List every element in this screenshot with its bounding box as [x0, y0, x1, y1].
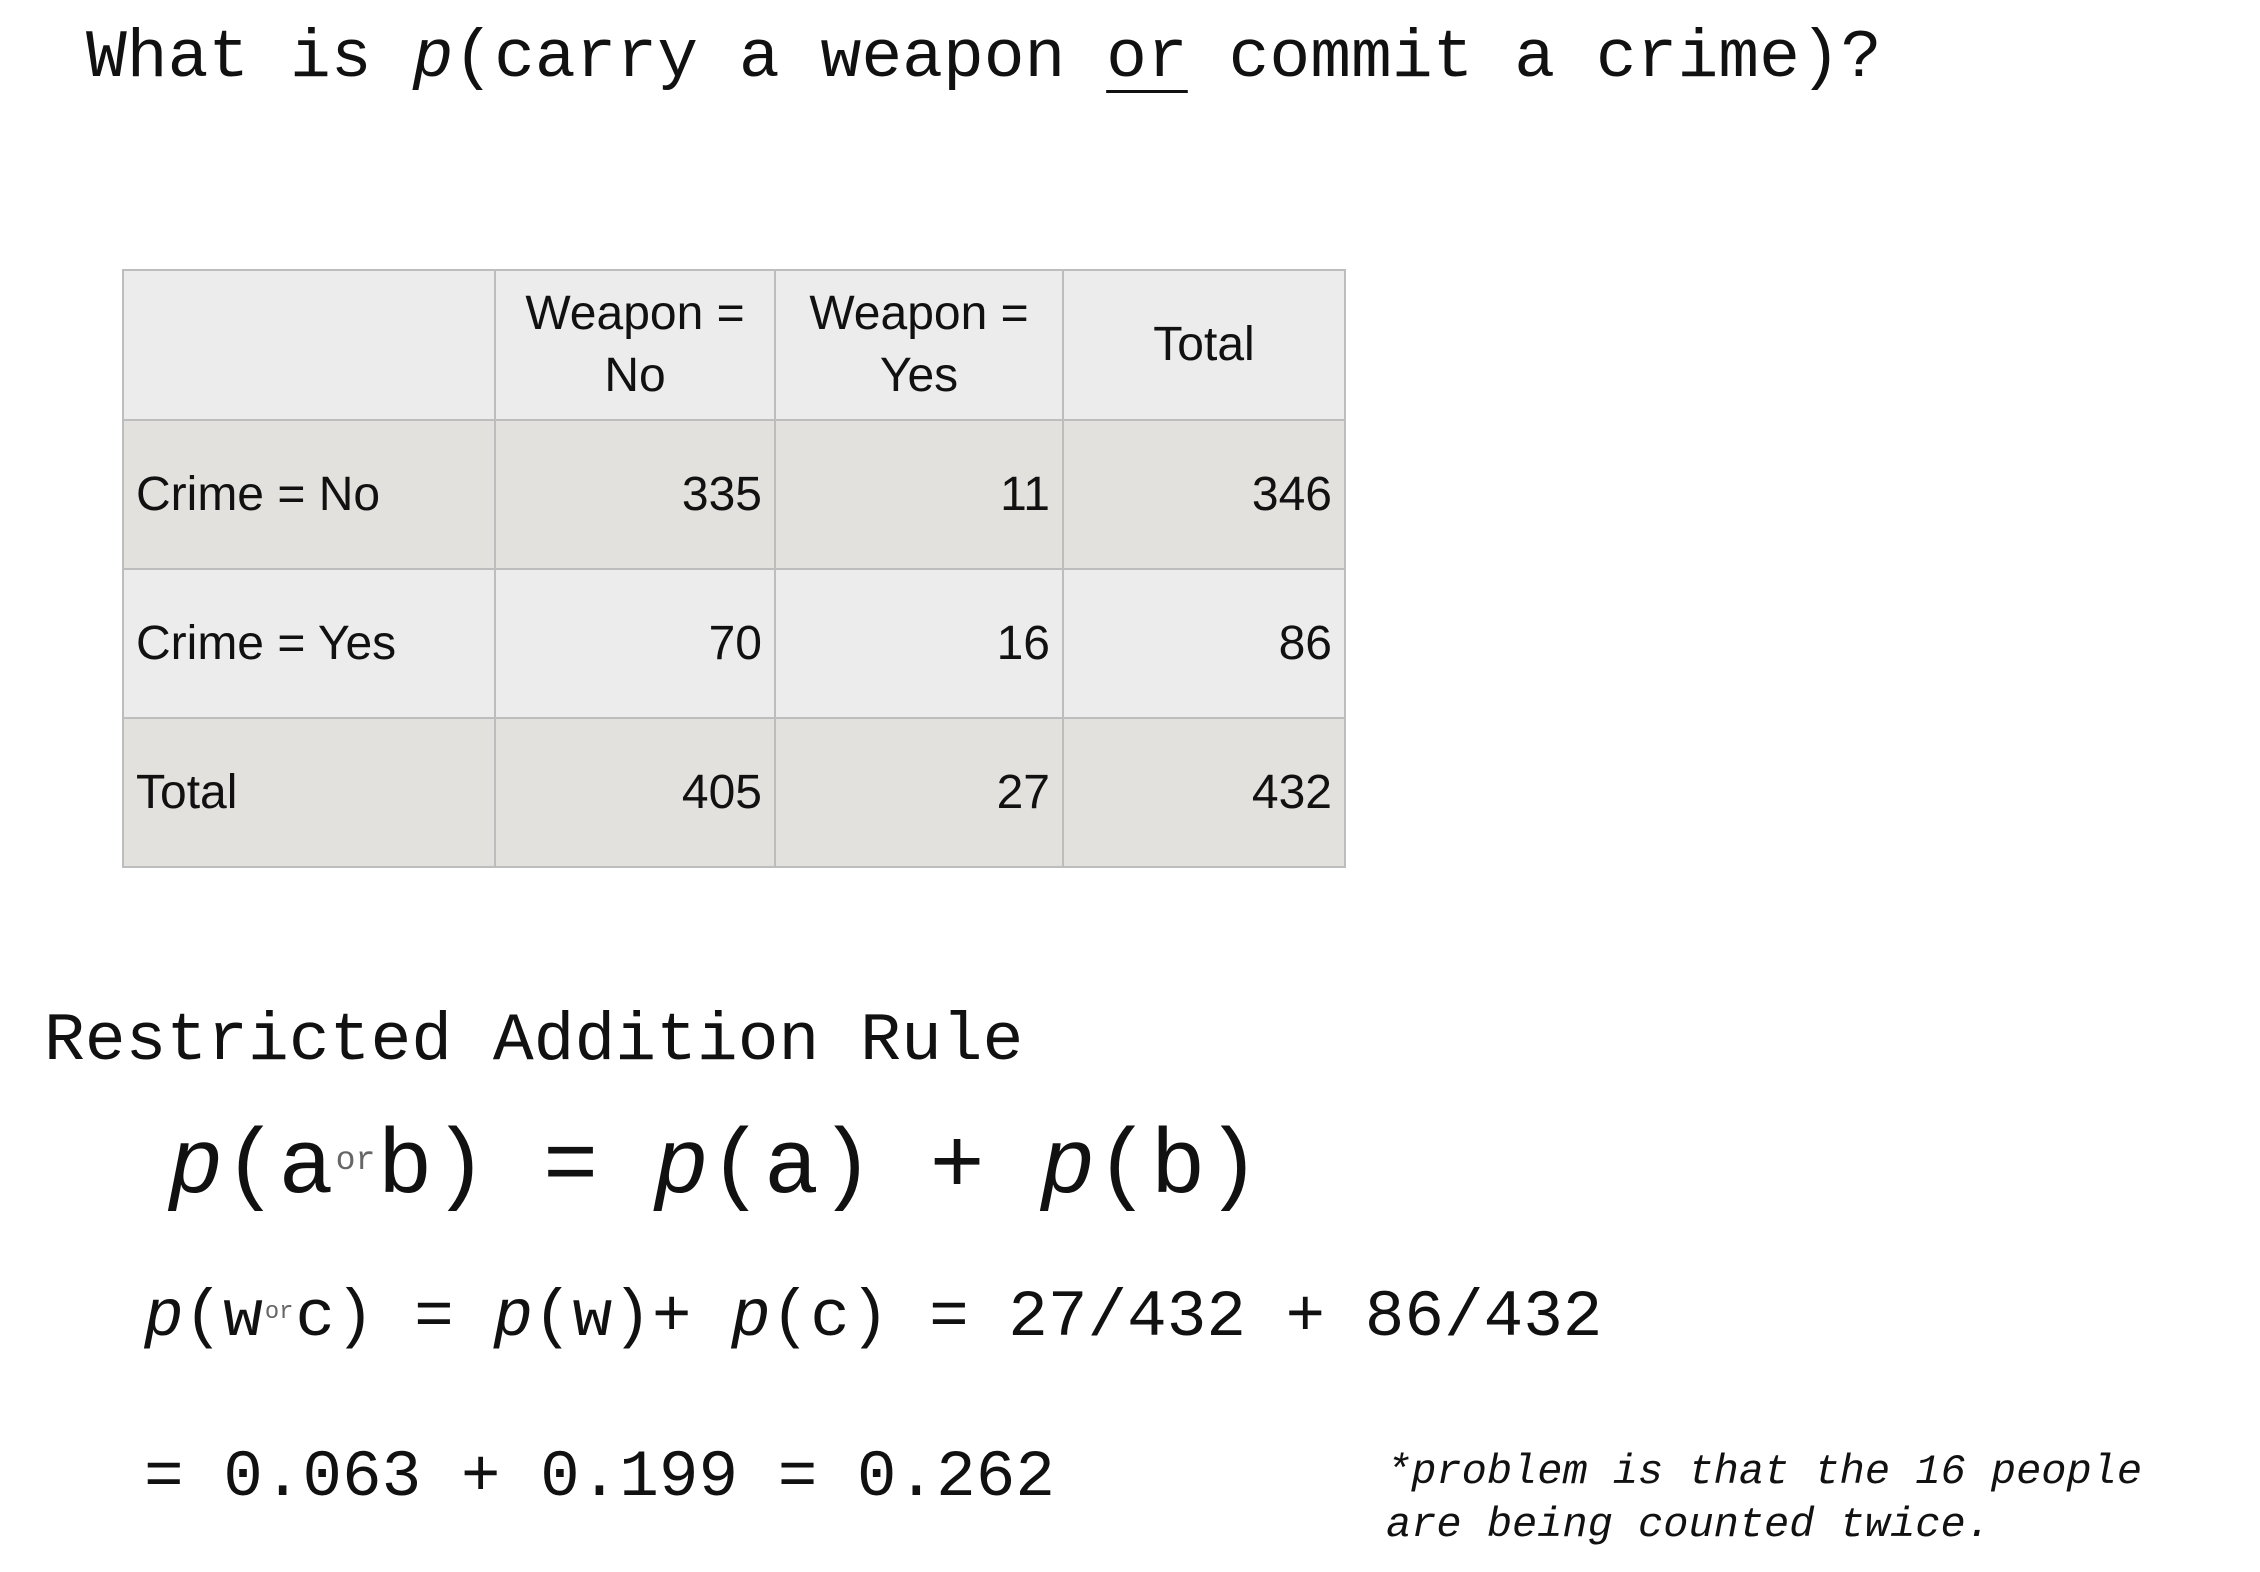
- table-cell: 70: [494, 568, 776, 719]
- formula2-or: or: [264, 1299, 294, 1327]
- formula-applied: p(worc) = p(w)+ p(c) = 27/432 + 86/432: [144, 1280, 1602, 1355]
- formula2-rhs: = 27/432 + 86/432: [889, 1280, 1603, 1355]
- formula2-c2: (c): [770, 1280, 890, 1355]
- question-or: or: [1106, 20, 1188, 97]
- question-p: p: [412, 20, 454, 97]
- table-header-row: Weapon = No Weapon = Yes Total: [122, 269, 1346, 421]
- row-label: Total: [122, 717, 496, 868]
- formula2-c1: c): [295, 1280, 375, 1355]
- formula1-plus: +: [874, 1115, 1040, 1220]
- formula1-p1: p: [168, 1115, 224, 1220]
- table-cell: 11: [774, 419, 1064, 570]
- header-weapon-yes-line2: Yes: [879, 349, 959, 402]
- table-cell: 86: [1062, 568, 1346, 719]
- formula2-p3: p: [731, 1280, 771, 1355]
- double-count-note: *problem is that the 16 people are being…: [1386, 1448, 2143, 1549]
- formula1-b2: (b): [1095, 1115, 1261, 1220]
- formula2-w1: (w: [183, 1280, 263, 1355]
- formula1-a2: (a): [708, 1115, 875, 1220]
- formula2-w2: (w)+: [533, 1280, 732, 1355]
- question-suffix: commit a crime)?: [1187, 20, 1882, 97]
- table-cell: 16: [774, 568, 1064, 719]
- question-prefix: What is: [86, 20, 413, 97]
- table-cell: 432: [1062, 717, 1346, 868]
- formula2-p1: p: [144, 1280, 184, 1355]
- formula-general: p(aorb) = p(a) + p(b): [168, 1115, 1261, 1220]
- header-total: Total: [1062, 269, 1346, 421]
- formula1-p2: p: [653, 1115, 709, 1220]
- row-label: Crime = Yes: [122, 568, 496, 719]
- table-row: Total 405 27 432: [122, 717, 1346, 868]
- formula1-p3: p: [1039, 1115, 1096, 1220]
- table-row: Crime = Yes 70 16 86: [122, 568, 1346, 719]
- header-corner: [122, 269, 496, 421]
- header-weapon-no: Weapon = No: [494, 269, 776, 421]
- contingency-table: Weapon = No Weapon = Yes Total Crime = N…: [122, 269, 1346, 868]
- table-cell: 27: [774, 717, 1064, 868]
- table-cell: 346: [1062, 419, 1346, 570]
- table-cell: 405: [494, 717, 776, 868]
- formula1-eq: =: [487, 1115, 654, 1220]
- formula1-a1: (a: [223, 1115, 334, 1220]
- formula1-b1: b): [377, 1115, 488, 1220]
- table-row: Crime = No 335 11 346: [122, 419, 1346, 570]
- header-weapon-no-line2: No: [604, 349, 666, 402]
- header-weapon-no-line1: Weapon =: [525, 286, 745, 340]
- formula2-eq: =: [374, 1280, 494, 1355]
- formula-result: = 0.063 + 0.199 = 0.262: [144, 1440, 1055, 1515]
- formula2-p2: p: [493, 1280, 533, 1355]
- row-label: Crime = No: [122, 419, 496, 570]
- question-mid: (carry a weapon: [453, 20, 1107, 97]
- formula1-or: or: [335, 1140, 376, 1179]
- table-cell: 335: [494, 419, 776, 570]
- rule-title: Restricted Addition Rule: [44, 1003, 1024, 1080]
- header-weapon-yes: Weapon = Yes: [774, 269, 1064, 421]
- header-weapon-yes-line1: Weapon =: [809, 286, 1029, 340]
- question-line: What is p(carry a weapon or commit a cri…: [86, 18, 1882, 100]
